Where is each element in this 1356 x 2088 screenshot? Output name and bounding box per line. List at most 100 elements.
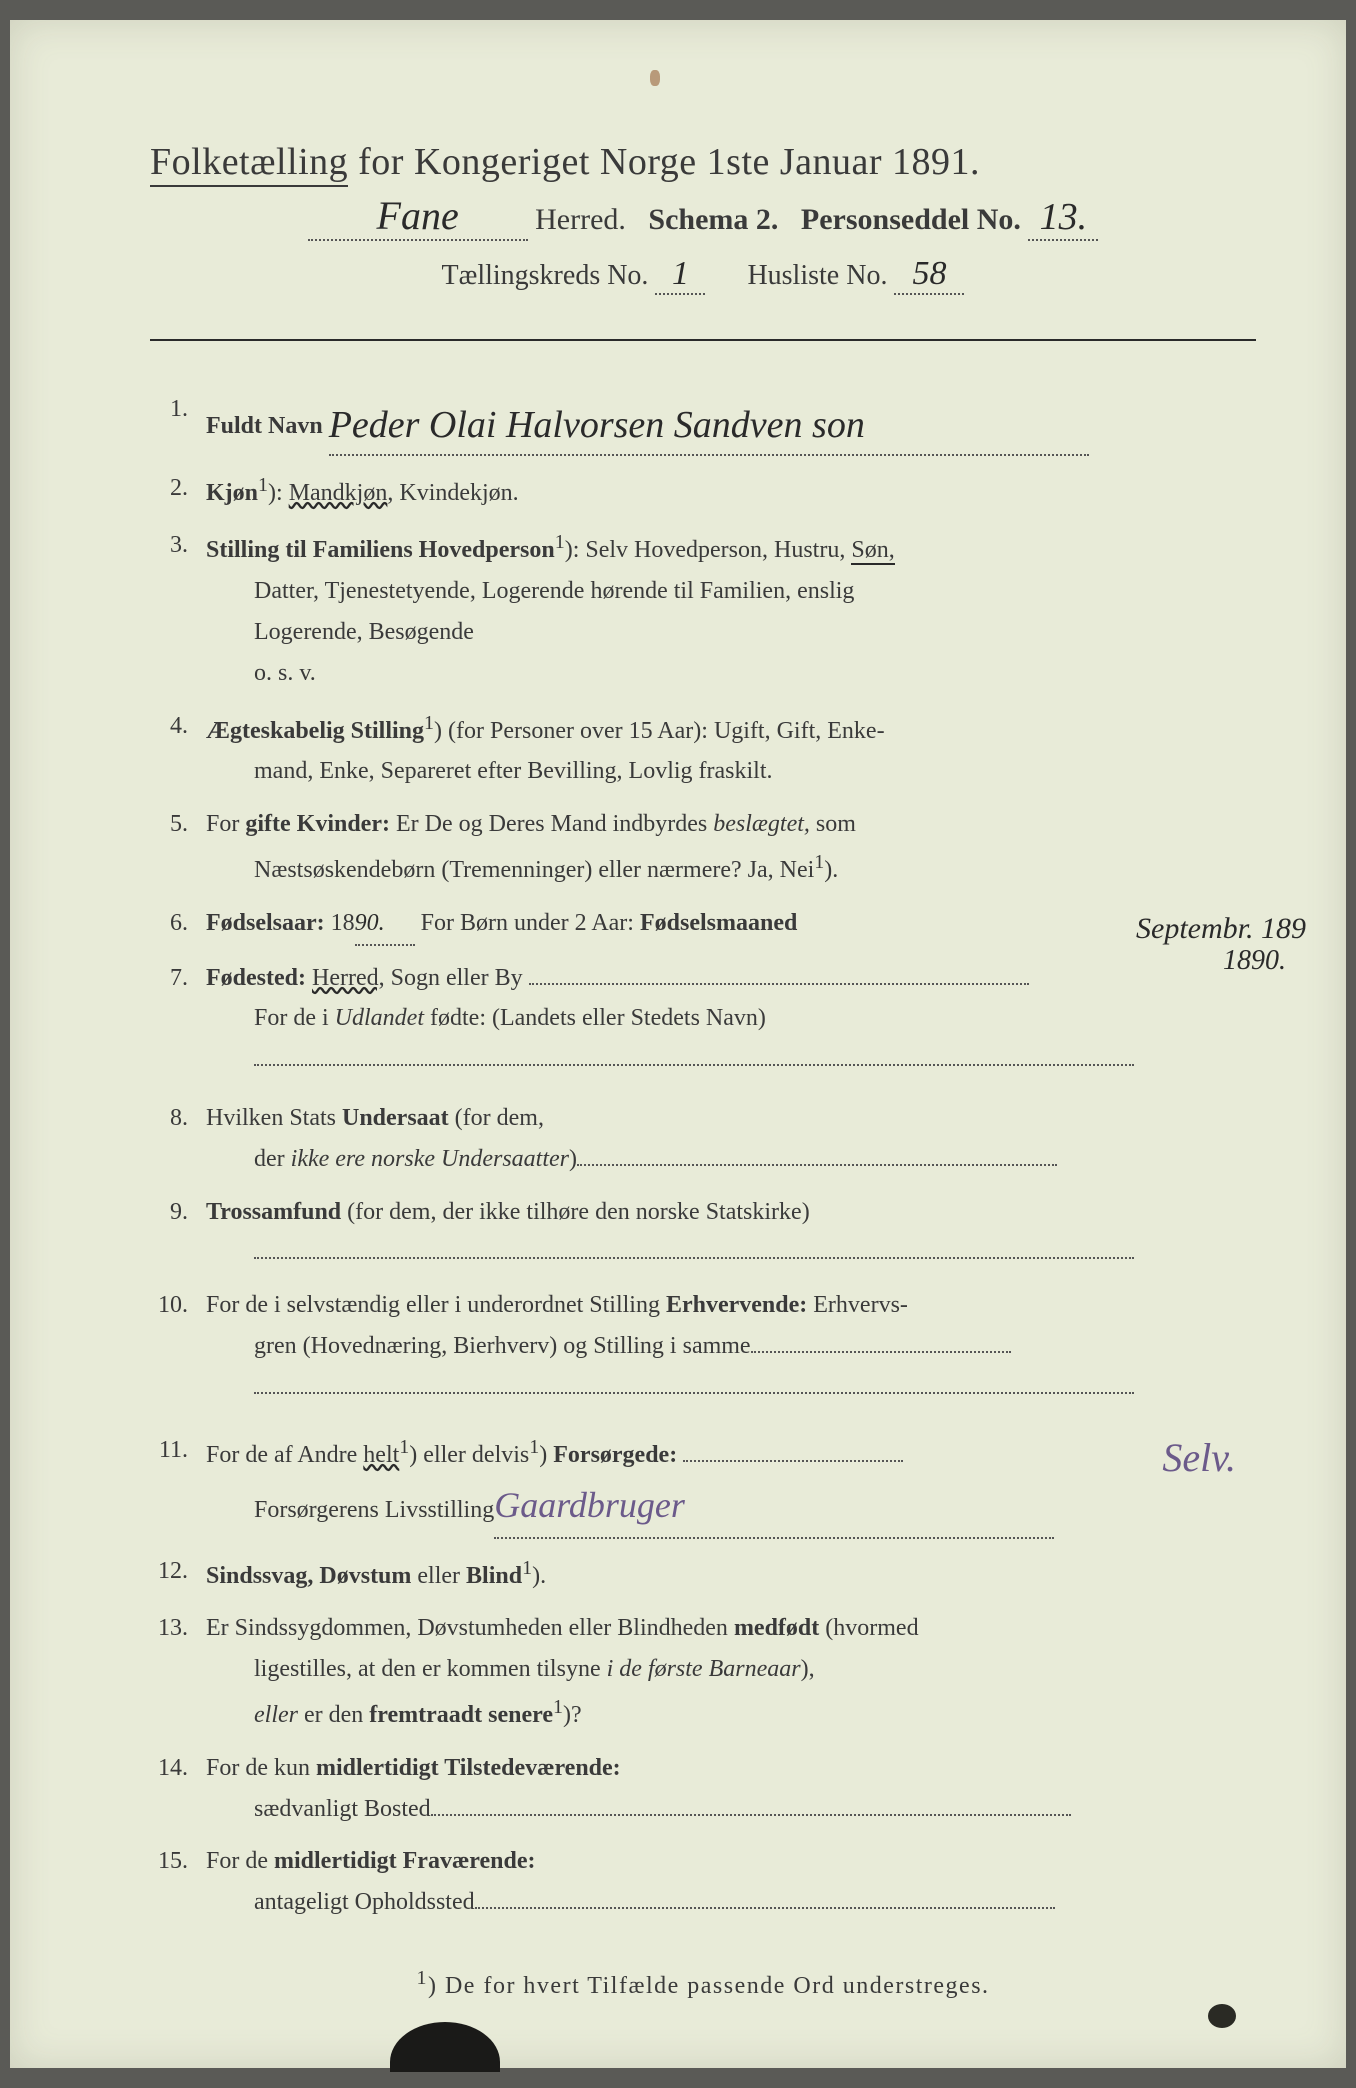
gifte-line1b: som xyxy=(810,811,856,837)
footnote-ref: 1 xyxy=(553,1696,563,1718)
sogn-by: Sogn eller By xyxy=(385,965,523,991)
year2-hand: 1890. xyxy=(1223,937,1286,985)
gifte-label: gifte Kvinder: xyxy=(245,811,390,837)
year-hand: 90. xyxy=(355,910,385,936)
item-num: 12. xyxy=(150,1551,206,1597)
item-1: 1. Fuldt Navn Peder Olai Halvorsen Sandv… xyxy=(150,389,1256,456)
fremtraadt-label: fremtraadt senere xyxy=(369,1702,553,1728)
item13-end: )? xyxy=(563,1702,582,1728)
schema-label: Schema 2. xyxy=(648,203,778,236)
footnote-ref: 1 xyxy=(522,1557,532,1579)
blind-label: Blind xyxy=(466,1563,522,1589)
ligestilles-post: ), xyxy=(801,1656,815,1682)
item-num: 5. xyxy=(150,804,206,891)
aegteskab-line1: (for Personer over 15 Aar): Ugift, Gift,… xyxy=(442,718,885,744)
undersaat-der: der xyxy=(254,1146,291,1172)
fravaer-pre: For de xyxy=(206,1848,274,1874)
title-rest: for Kongeriget Norge 1ste Januar 1891. xyxy=(348,141,980,183)
herred-label: Herred. xyxy=(535,203,626,236)
husliste-label: Husliste No. xyxy=(747,260,887,291)
fodselsmaaned-label: Fødselsmaaned xyxy=(640,910,797,936)
ink-spot xyxy=(1208,2004,1236,2028)
husliste-no: 58 xyxy=(912,255,946,292)
udlandet-em: Udlandet xyxy=(335,1005,424,1031)
trossamfund-label: Trossamfund xyxy=(206,1199,341,1225)
forsorgede-mid: ) eller delvis xyxy=(409,1442,529,1468)
mandkjon-selected: Mandkjøn xyxy=(289,480,388,506)
footnote-ref: 1 xyxy=(555,531,565,553)
erden-text: er den xyxy=(298,1702,369,1728)
tilstede-pre: For de kun xyxy=(206,1755,316,1781)
ligestilles-pre: ligestilles, at den er kommen tilsyne xyxy=(254,1656,607,1682)
born-mid: For Børn under 2 Aar: xyxy=(415,910,640,936)
item-num: 4. xyxy=(150,706,206,793)
tilstede-label: midlertidigt Tilstedeværende: xyxy=(316,1755,621,1781)
undersaat-em: ikke ere norske Undersaatter xyxy=(291,1146,569,1172)
gifte-line2: Næstsøskendebørn (Tremenninger) eller næ… xyxy=(254,857,814,883)
gifte-end: ). xyxy=(824,857,838,883)
bosted-label: sædvanligt Bosted xyxy=(254,1796,431,1822)
footnote-ref: 1 xyxy=(258,474,268,496)
stilling-line4: o. s. v. xyxy=(206,653,1256,694)
item-num: 15. xyxy=(150,1841,206,1923)
gaardbruger-hand: Gaardbruger xyxy=(494,1485,685,1525)
divider-rule xyxy=(150,339,1256,341)
item-num: 14. xyxy=(150,1748,206,1830)
paper-mark xyxy=(650,70,660,86)
footnote: 1) De for hvert Tilfælde passende Ord un… xyxy=(150,1967,1256,2000)
beslaegtet-em: beslægtet, xyxy=(713,811,810,837)
item-num: 3. xyxy=(150,525,206,693)
kreds-line: Tællingskreds No. 1 Husliste No. 58 xyxy=(150,255,1256,295)
item-5: 5. For gifte Kvinder: Er De og Deres Man… xyxy=(150,804,1256,891)
herred-handwritten: Fane xyxy=(377,193,459,238)
erhverv-line2: gren (Hovednæring, Bierhverv) og Stillin… xyxy=(254,1333,751,1359)
item-4: 4. Ægteskabelig Stilling1) (for Personer… xyxy=(150,706,1256,793)
item12-end: ). xyxy=(532,1563,546,1589)
item-8: 8. Hvilken Stats Undersaat (for dem, der… xyxy=(150,1098,1256,1180)
medfodt-label: medfødt xyxy=(734,1615,819,1641)
item-15: 15. For de midlertidigt Fraværende: anta… xyxy=(150,1841,1256,1923)
kreds-label: Tællingskreds No. xyxy=(442,260,649,291)
paper-tear xyxy=(390,2022,500,2072)
footnote-ref: 1 xyxy=(424,712,434,734)
stilling-label: Stilling til Familiens Hovedperson xyxy=(206,537,555,563)
undersaat-label: Undersaat xyxy=(342,1105,449,1131)
personseddel-label: Personseddel No. xyxy=(801,203,1021,236)
stilling-line1a: Selv Hovedperson, Hustru, xyxy=(585,537,851,563)
item-9: 9. Trossamfund (for dem, der ikke tilhør… xyxy=(150,1192,1256,1274)
udlandet-pre: For de i xyxy=(254,1005,335,1031)
gifte-pre: For xyxy=(206,811,245,837)
item-num: 10. xyxy=(150,1285,206,1407)
trossamfund-rest: (for dem, der ikke tilhøre den norske St… xyxy=(341,1199,810,1225)
item-11: 11. For de af Andre helt1) eller delvis1… xyxy=(150,1430,1256,1539)
udlandet-post: fødte: (Landets eller Stedets Navn) xyxy=(424,1005,766,1031)
census-form-page: Folketælling for Kongeriget Norge 1ste J… xyxy=(10,20,1346,2068)
item-num: 1. xyxy=(150,389,206,456)
item-num: 7. xyxy=(150,958,206,1080)
item-num: 13. xyxy=(150,1608,206,1735)
undersaat-paren: ) xyxy=(569,1146,577,1172)
undersaat-pre: Hvilken Stats xyxy=(206,1105,342,1131)
erhvervende-label: Erhvervende: xyxy=(666,1292,807,1318)
footnote-text: ) De for hvert Tilfælde passende Ord und… xyxy=(428,1973,990,1999)
footnote-sup: 1 xyxy=(416,1967,428,1989)
barneaar-em: i de første Barneaar xyxy=(607,1656,801,1682)
opholdssted-label: antageligt Opholdssted xyxy=(254,1889,475,1915)
aegteskab-line2: mand, Enke, Separeret efter Bevilling, L… xyxy=(206,751,1256,792)
item-num: 11. xyxy=(150,1430,206,1539)
item-10: 10. For de i selvstændig eller i underor… xyxy=(150,1285,1256,1407)
eller-em: eller xyxy=(254,1702,298,1728)
item-6: 6. Fødselsaar: 1890. For Børn under 2 Aa… xyxy=(150,903,1256,946)
item-3: 3. Stilling til Familiens Hovedperson1):… xyxy=(150,525,1256,693)
item-12: 12. Sindssvag, Døvstum eller Blind1). xyxy=(150,1551,1256,1597)
title-underlined: Folketælling xyxy=(150,141,348,187)
footnote-ref: 1 xyxy=(399,1436,409,1458)
footnote-ref: 1 xyxy=(814,851,824,873)
herred-line: Fane Herred. Schema 2. Personseddel No. … xyxy=(150,192,1256,241)
selv-hand: Selv. xyxy=(1162,1424,1236,1492)
name-handwritten: Peder Olai Halvorsen Sandven son xyxy=(329,404,865,446)
stilling-line2: Datter, Tjenestetyende, Logerende hørend… xyxy=(206,571,1256,612)
fodselsaar-label: Fødselsaar: xyxy=(206,910,325,936)
eller-text: eller xyxy=(411,1563,466,1589)
aegteskab-label: Ægteskabelig Stilling xyxy=(206,718,424,744)
